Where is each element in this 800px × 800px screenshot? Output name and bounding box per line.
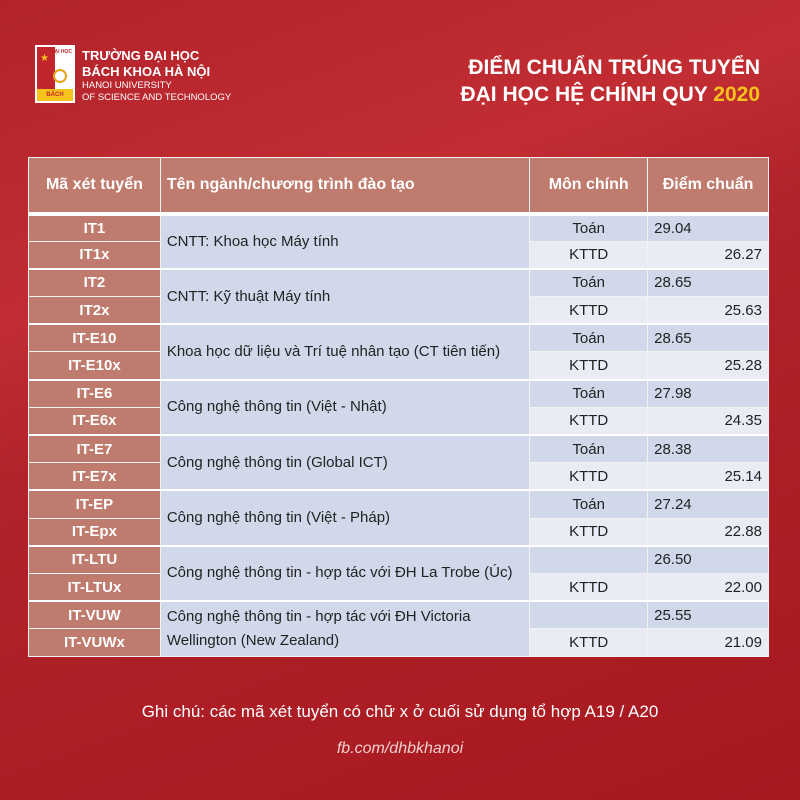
program-cell: Công nghệ thông tin - hợp tác với ĐH Vic… [159, 600, 531, 658]
score-cell: 27.98 [647, 378, 769, 408]
program-cell: Khoa học dữ liệu và Trí tuệ nhân tạo (CT… [159, 323, 531, 381]
subject-cell: KTTD [529, 462, 649, 491]
page-title: ĐIỂM CHUẨN TRÚNG TUYỂN ĐẠI HỌC HỆ CHÍNH … [460, 54, 760, 108]
name-en-2: OF SCIENCE AND TECHNOLOGY [82, 92, 232, 103]
code-cell: IT-E10 [28, 323, 161, 353]
table-row: IT-E10 Khoa học dữ liệu và Trí tuệ nhân t… [28, 323, 769, 381]
score-cell: 25.28 [647, 351, 769, 381]
footnote: Ghi chú: các mã xét tuyển có chữ x ở cuố… [141, 702, 659, 721]
code-cell: IT-E6 [28, 378, 161, 408]
table-row: IT-E10x KTTD 25.28 [28, 351, 769, 381]
subject-cell: Toán [529, 378, 649, 408]
score-cell: 26.50 [647, 544, 769, 574]
program-cell: Công nghệ thông tin (Global ICT) [159, 433, 531, 491]
subject-cell: KTTD [529, 351, 649, 381]
subject-cell: Toán [529, 267, 649, 298]
program-cell: CNTT: Khoa học Máy tính [159, 212, 531, 270]
score-cell: 26.27 [647, 240, 769, 270]
program-cell: CNTT: Kỹ thuật Máy tính [159, 267, 531, 325]
header-subject: Môn chính [529, 157, 649, 216]
score-cell: 29.04 [647, 212, 769, 242]
table-row: IT2x KTTD 25.63 [28, 296, 769, 325]
code-cell: IT-EP [28, 489, 161, 519]
score-cell: 22.88 [647, 517, 769, 547]
header-program: Tên ngành/chương trình đào tạo [159, 157, 531, 216]
score-cell: 25.14 [647, 462, 769, 491]
facebook-link[interactable]: fb.com/dhbkhanoi [336, 740, 464, 757]
table-row: IT-E7 Công nghệ thông tin (Global ICT) Toá… [28, 433, 769, 491]
code-cell: IT-Epx [28, 517, 161, 547]
program-cell: Công nghệ thông tin - hợp tác với ĐH La … [159, 544, 531, 602]
subject-cell: KTTD [529, 406, 649, 436]
subject-cell: KTTD [529, 572, 649, 602]
table-row: IT-VUWx KTTD 21.09 [28, 628, 769, 657]
code-cell: IT-E7 [28, 434, 161, 464]
score-cell: 24.35 [647, 406, 769, 436]
header-score: Điểm chuẩn [647, 157, 769, 216]
university-name: TRƯỜNG ĐẠI HỌC BÁCH KHOA HÀ NỘI HANOI UN… [82, 48, 231, 104]
code-cell: IT-VUWx [28, 628, 161, 657]
subject-cell: Toán [529, 489, 649, 519]
subject-cell [529, 600, 649, 630]
code-cell: IT-E6x [28, 406, 161, 436]
subject-cell: KTTD [529, 240, 649, 270]
scores-table: Mã xét tuyển Tên ngành/chương trình đào … [28, 157, 769, 658]
table-row: IT-LTUx KTTD 22.00 [28, 572, 769, 602]
logo-top-text: ĐẠI HỌC [50, 49, 72, 55]
score-cell: 27.24 [647, 489, 769, 519]
header-code: Mã xét tuyển [28, 157, 161, 216]
code-cell: IT2x [28, 296, 161, 325]
name-vi-1: TRƯỜNG ĐẠI HỌC [82, 48, 200, 63]
title-line1: ĐIỂM CHUẨN TRÚNG TUYỂN [468, 56, 760, 79]
subject-cell: Toán [529, 323, 649, 353]
name-vi-2: BÁCH KHOA HÀ NỘI [82, 64, 211, 79]
table-row: IT-E7x KTTD 25.14 [28, 462, 769, 491]
table-row: IT-LTU Công nghệ thông tin - hợp tác với … [28, 544, 769, 602]
subject-cell [529, 544, 649, 574]
score-cell: 25.63 [647, 296, 769, 325]
star-icon: ★ [40, 53, 49, 64]
code-cell: IT-LTUx [28, 572, 161, 602]
program-cell: Công nghệ thông tin (Việt - Pháp) [159, 489, 531, 547]
subject-cell: Toán [529, 434, 649, 464]
university-logo: ★ ĐẠI HỌC BÁCH KHOA [35, 45, 75, 110]
program-cell: Công nghệ thông tin (Việt - Nhật) [159, 378, 531, 436]
subject-cell: Toán [529, 212, 649, 242]
score-cell: 22.00 [647, 572, 769, 602]
table-row: IT-EP Công nghệ thông tin (Việt - Pháp) To… [28, 489, 769, 547]
name-en-1: HANOI UNIVERSITY [82, 80, 172, 91]
table-row: IT2 CNTT: Kỹ thuật Máy tính Toán 28.65 [28, 267, 769, 325]
score-cell: 25.55 [647, 600, 769, 630]
logo-band: BÁCH KHOA [37, 89, 73, 110]
subject-cell: KTTD [529, 517, 649, 547]
table-row: IT-VUW Công nghệ thông tin - hợp tác với … [28, 600, 769, 658]
score-cell: 21.09 [647, 628, 769, 657]
table-row: IT-E6x KTTD 24.35 [28, 406, 769, 436]
subject-cell: KTTD [529, 296, 649, 325]
table-row: IT1 CNTT: Khoa học Máy tính Toán 29.04 [28, 212, 769, 270]
table-row: IT1x KTTD 26.27 [28, 240, 769, 270]
title-line2: ĐẠI HỌC HỆ CHÍNH QUY [460, 83, 708, 106]
score-cell: 28.38 [647, 434, 769, 464]
code-cell: IT1x [28, 240, 161, 270]
table-header: Mã xét tuyển Tên ngành/chương trình đào … [28, 157, 769, 216]
code-cell: IT-E10x [28, 351, 161, 381]
code-cell: IT1 [28, 212, 161, 242]
subject-cell: KTTD [529, 628, 649, 657]
code-cell: IT-E7x [28, 462, 161, 491]
title-year: 2020 [713, 83, 760, 106]
score-cell: 28.65 [647, 323, 769, 353]
code-cell: IT2 [28, 267, 161, 298]
table-row: IT-E6 Công nghệ thông tin (Việt - Nhật) To… [28, 378, 769, 436]
score-cell: 28.65 [647, 267, 769, 298]
code-cell: IT-LTU [28, 544, 161, 574]
code-cell: IT-VUW [28, 600, 161, 630]
